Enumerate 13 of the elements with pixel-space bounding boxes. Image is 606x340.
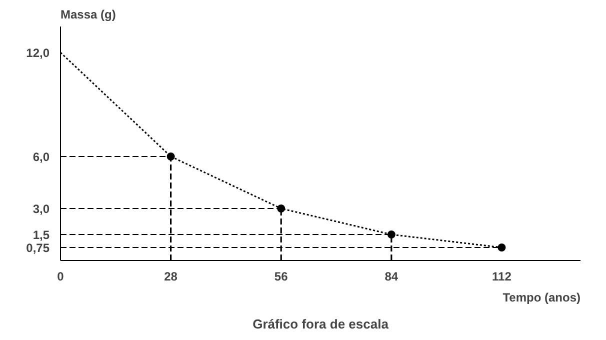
x-axis-title: Tempo (anos) [502,290,581,304]
y-tick-label: 0,75 [26,241,50,255]
y-tick-label: 1,5 [32,228,50,242]
y-tick-label: 6,0 [32,150,50,164]
x-tick-label: 84 [384,270,398,284]
x-tick-label: 0 [57,270,64,284]
x-tick-label: 112 [492,270,512,284]
y-tick-label: 3,0 [32,202,50,216]
y-tick-label: 12,0 [26,46,50,60]
y-axis-title: Massa (g) [60,8,116,22]
text: Gráfico fora de escala [252,316,390,332]
x-tick-label: 28 [164,270,178,284]
x-tick-label: 56 [274,270,288,284]
